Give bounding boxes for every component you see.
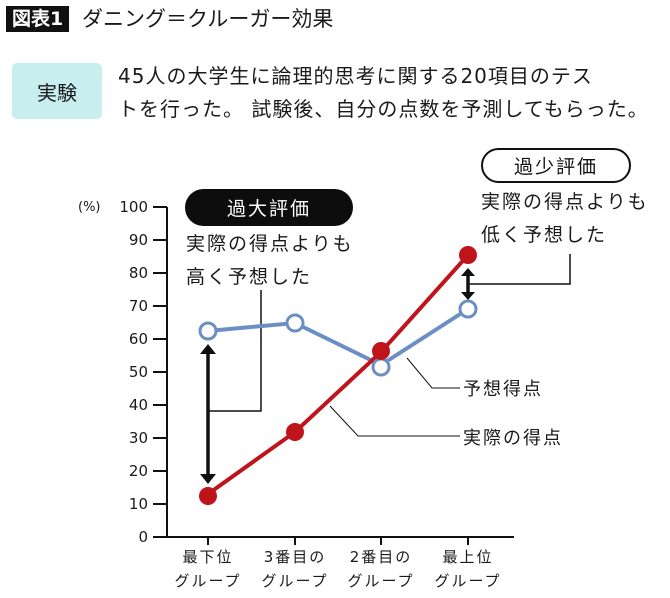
y-tick-label: 60 [128, 330, 148, 348]
y-tick-label: 40 [128, 396, 148, 414]
experiment-line-2: トを行った。 試験後、自分の点数を予測してもらった。 [118, 97, 649, 121]
actual-markers [199, 246, 477, 505]
figure-title: ダニング＝クルーガー効果 [82, 7, 334, 31]
x-category-label: 最上位 グループ [434, 548, 502, 590]
experiment-badge: 実験 [12, 63, 102, 119]
x-category-label: 2番目の グループ [347, 548, 415, 590]
overestimate-double-arrow [200, 344, 216, 484]
predicted-markers [198, 299, 478, 377]
legend-predicted: 予想得点 [463, 379, 543, 400]
x-category-label: 3番目の グループ [261, 548, 329, 590]
y-tick-label: 90 [128, 231, 148, 249]
overestimate-note: 実際の得点よりも 高く予想した [186, 233, 354, 288]
predicted-line [207, 307, 470, 368]
underestimate-double-arrow [461, 268, 475, 300]
y-tick-label: 30 [128, 429, 148, 447]
y-tick-label: 20 [128, 462, 148, 480]
y-axis-unit: (%) [78, 200, 101, 215]
underestimate-badge: 過少評価 [481, 148, 631, 183]
actual-line [206, 253, 470, 496]
experiment-description: 45人の大学生に論理的思考に関する20項目のテス トを行った。 試験後、自分の点… [118, 60, 649, 126]
legend-actual: 実際の得点 [463, 428, 563, 449]
x-tick-marks [207, 537, 469, 545]
y-tick-marks [153, 206, 167, 538]
experiment-line-1: 45人の大学生に論理的思考に関する20項目のテス [118, 64, 593, 88]
predicted-legend-leader [406, 357, 460, 389]
y-tick-label: 10 [128, 495, 148, 513]
y-tick-label: 50 [128, 363, 148, 381]
figure-label: 図表1 [6, 6, 70, 32]
y-tick-label: 70 [128, 297, 148, 315]
underestimate-callout-line [469, 254, 571, 285]
overestimate-badge: 過大評価 [185, 189, 353, 226]
actual-legend-leader [329, 405, 460, 437]
y-tick-label: 80 [128, 264, 148, 282]
x-category-label: 最下位 グループ [174, 548, 242, 590]
y-tick-label: 0 [138, 528, 148, 546]
y-tick-label: 100 [119, 198, 148, 216]
overestimate-callout-line [209, 290, 262, 412]
underestimate-note: 実際の得点よりも 低く予想した [481, 191, 649, 246]
